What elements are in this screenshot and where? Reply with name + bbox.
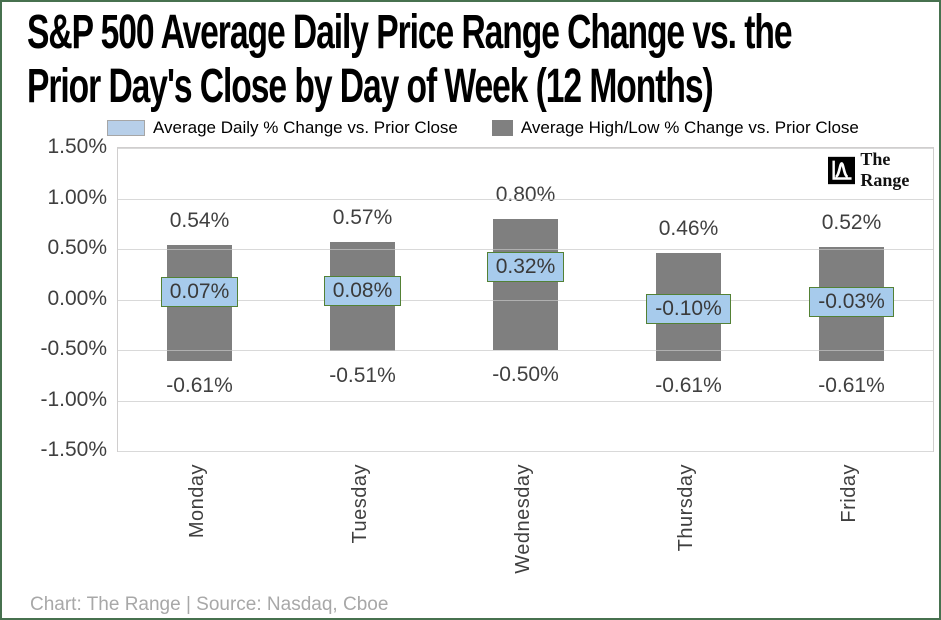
daily-change-label: 0.07%: [160, 276, 239, 307]
y-tick-label: -1.50%: [40, 438, 107, 461]
daily-change-label-wrap: -0.03%: [782, 287, 922, 318]
x-axis-category-label: Wednesday: [511, 464, 534, 574]
low-value-label: -0.61%: [655, 374, 722, 398]
gridline-overlay: [118, 350, 933, 351]
legend-swatch-blue: [107, 120, 145, 136]
y-tick-label: 0.50%: [47, 236, 107, 259]
daily-change-label: -0.10%: [646, 294, 731, 325]
daily-change-label-wrap: 0.07%: [130, 276, 270, 307]
high-value-label: 0.52%: [821, 210, 882, 234]
x-axis-category-label: Monday: [185, 464, 208, 539]
source-credit: Chart: The Range | Source: Nasdaq, Cboe: [30, 594, 389, 615]
high-value-label: 0.57%: [332, 205, 393, 229]
daily-change-label-wrap: 0.32%: [456, 251, 596, 282]
legend: Average Daily % Change vs. Prior Close A…: [107, 118, 859, 138]
gridline-overlay: [118, 198, 933, 200]
daily-change-label-wrap: 0.08%: [293, 275, 433, 306]
legend-item-daily: Average Daily % Change vs. Prior Close: [107, 118, 458, 138]
daily-change-label: 0.32%: [486, 251, 565, 282]
low-value-label: -0.61%: [166, 374, 233, 398]
high-value-label: 0.80%: [495, 182, 556, 206]
gridline-overlay: [118, 249, 933, 250]
daily-change-label-wrap: -0.10%: [619, 294, 759, 325]
chart-title-line1: S&P 500 Average Daily Price Range Change…: [27, 6, 793, 59]
y-tick-label: 1.50%: [47, 135, 107, 158]
bell-curve-logo-icon: [828, 156, 856, 184]
low-value-label: -0.50%: [492, 363, 559, 386]
plot-area: 0.54% -0.61% 0.57% -0.51% 0.80% -0.50% 0.46% -0…: [117, 147, 934, 452]
chart-title: S&P 500 Average Daily Price Range Change…: [27, 6, 793, 114]
x-axis-category-label: Tuesday: [348, 464, 371, 544]
brand-logo-text: The Range: [860, 149, 910, 190]
high-value-label: 0.54%: [169, 208, 230, 232]
legend-item-highlow: Average High/Low % Change vs. Prior Clos…: [491, 118, 859, 138]
legend-label-highlow: Average High/Low % Change vs. Prior Clos…: [520, 118, 859, 137]
y-tick-label: 1.00%: [47, 185, 107, 209]
legend-label-daily: Average Daily % Change vs. Prior Close: [153, 118, 458, 137]
low-value-label: -0.61%: [818, 374, 885, 398]
gridline-overlay: [118, 400, 933, 402]
brand-logo: The Range: [828, 149, 939, 191]
daily-change-label: 0.08%: [323, 275, 402, 306]
y-tick-label: -1.00%: [40, 387, 107, 411]
y-tick-label: -0.50%: [40, 337, 107, 360]
x-axis-category-label: Friday: [837, 464, 860, 523]
gridline-overlay: [118, 148, 933, 149]
gridline-overlay: [118, 451, 933, 452]
gridline-overlay: [118, 299, 933, 301]
highlow-range-bar: [493, 218, 558, 350]
y-tick-label: 0.00%: [47, 286, 107, 310]
high-value-label: 0.46%: [658, 217, 719, 241]
legend-swatch-gray: [491, 120, 513, 136]
low-value-label: -0.51%: [329, 364, 396, 387]
daily-change-label: -0.03%: [809, 287, 894, 318]
chart-title-line2: Prior Day's Close by Day of Week (12 Mon…: [27, 60, 714, 113]
x-axis-category-label: Thursday: [674, 464, 697, 552]
